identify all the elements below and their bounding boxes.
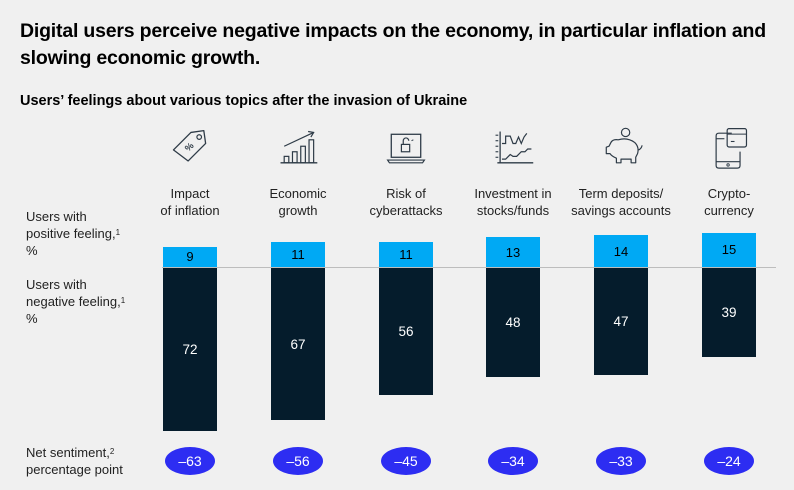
category-label-line1: Term deposits/ (578, 186, 664, 201)
category-label-line1: Risk of (386, 186, 426, 201)
positive-label-line2: positive feeling, (26, 226, 116, 241)
category-label-line2: of inflation (160, 203, 220, 218)
price-tag-percent-icon: % (165, 126, 215, 172)
positive-bar: 15 (702, 232, 756, 267)
category-label: Risk of cyberattacks (346, 185, 466, 219)
negative-bar: 48 (486, 268, 540, 377)
category-label: Term deposits/savings accounts (561, 185, 681, 219)
chart-subtitle: Users’ feelings about various topics aft… (20, 93, 468, 109)
positive-bar: 9 (163, 246, 217, 267)
net-sentiment-badge: –24 (704, 447, 754, 475)
category-label-line2: savings accounts (571, 203, 671, 218)
positive-bar-label: 14 (613, 243, 629, 259)
positive-bar-label: 9 (186, 249, 194, 265)
category-label-line2: growth (278, 203, 318, 218)
negative-label-unit: % (26, 311, 38, 326)
positive-bar-label: 11 (291, 247, 305, 262)
growth-chart-icon (273, 126, 323, 172)
category-label: Economic growth (238, 185, 358, 219)
category-label-line1: Investment in (474, 186, 552, 201)
phone-card-icon (704, 124, 754, 170)
category-label-line1: Crypto- (707, 186, 751, 201)
piggy-bank-icon (596, 126, 646, 172)
positive-bar-label: 13 (505, 244, 521, 260)
category-label: Crypto-currency (669, 185, 789, 219)
positive-label-line1: Users with (26, 209, 87, 224)
negative-bar-label: 48 (505, 314, 521, 330)
negative-bar-label: 47 (613, 313, 629, 329)
net-sentiment-badge: –33 (596, 447, 646, 475)
negative-bar: 67 (271, 268, 325, 421)
net-sentiment-value: –33 (609, 453, 633, 469)
svg-text:%: % (183, 141, 196, 154)
negative-bar-label: 72 (182, 342, 198, 358)
positive-row-label: Users with positive feeling,1 % (26, 208, 120, 259)
net-sentiment-badge: –56 (273, 447, 323, 475)
net-sentiment-value: –34 (501, 453, 525, 469)
net-sentiment-value: –24 (717, 453, 741, 469)
net-row-label: Net sentiment,2 percentage point (26, 444, 123, 478)
positive-bar: 13 (486, 237, 540, 267)
category-label-line1: Impact (170, 186, 210, 201)
chart-title: Digital users perceive negative impacts … (20, 20, 766, 69)
category-label-line2: currency (704, 203, 754, 218)
negative-row-label: Users with negative feeling,1 % (26, 276, 125, 327)
positive-bar: 14 (594, 235, 648, 267)
net-sentiment-badge: –45 (381, 447, 431, 475)
laptop-unlocked-icon (381, 126, 431, 172)
positive-bar-label: 11 (399, 247, 413, 262)
net-sentiment-badge: –34 (488, 447, 538, 475)
negative-bar-label: 56 (398, 324, 414, 340)
positive-bar-label: 15 (721, 242, 737, 258)
net-sentiment-value: –63 (178, 453, 202, 469)
category-label: Investment in stocks/funds (453, 185, 573, 219)
net-sentiment-value: –45 (394, 453, 418, 469)
net-sentiment-value: –56 (286, 453, 310, 469)
net-label-footnote: 2 (109, 447, 115, 456)
negative-bar: 72 (163, 268, 217, 432)
positive-label-unit: % (26, 243, 38, 258)
negative-bar-label: 39 (721, 304, 737, 320)
negative-bar: 56 (379, 268, 433, 396)
category-label: Impact of inflation (130, 185, 250, 219)
negative-bar-label: 67 (290, 336, 306, 352)
positive-label-footnote: 1 (115, 228, 121, 237)
net-label-line2: percentage point (26, 462, 123, 477)
positive-bar: 11 (379, 242, 433, 267)
negative-label-footnote: 1 (120, 296, 126, 305)
negative-bar: 47 (594, 268, 648, 375)
negative-label-line2: negative feeling, (26, 294, 121, 309)
category-label-line1: Economic (269, 186, 327, 201)
net-label-line1: Net sentiment, (26, 445, 110, 460)
negative-bar: 39 (702, 268, 756, 357)
stock-chart-icon (488, 126, 538, 172)
chart-baseline (162, 267, 776, 268)
negative-label-line1: Users with (26, 277, 87, 292)
category-label-line2: cyberattacks (369, 203, 443, 218)
positive-bar: 11 (271, 242, 325, 267)
category-label-line2: stocks/funds (476, 203, 550, 218)
net-sentiment-badge: –63 (165, 447, 215, 475)
